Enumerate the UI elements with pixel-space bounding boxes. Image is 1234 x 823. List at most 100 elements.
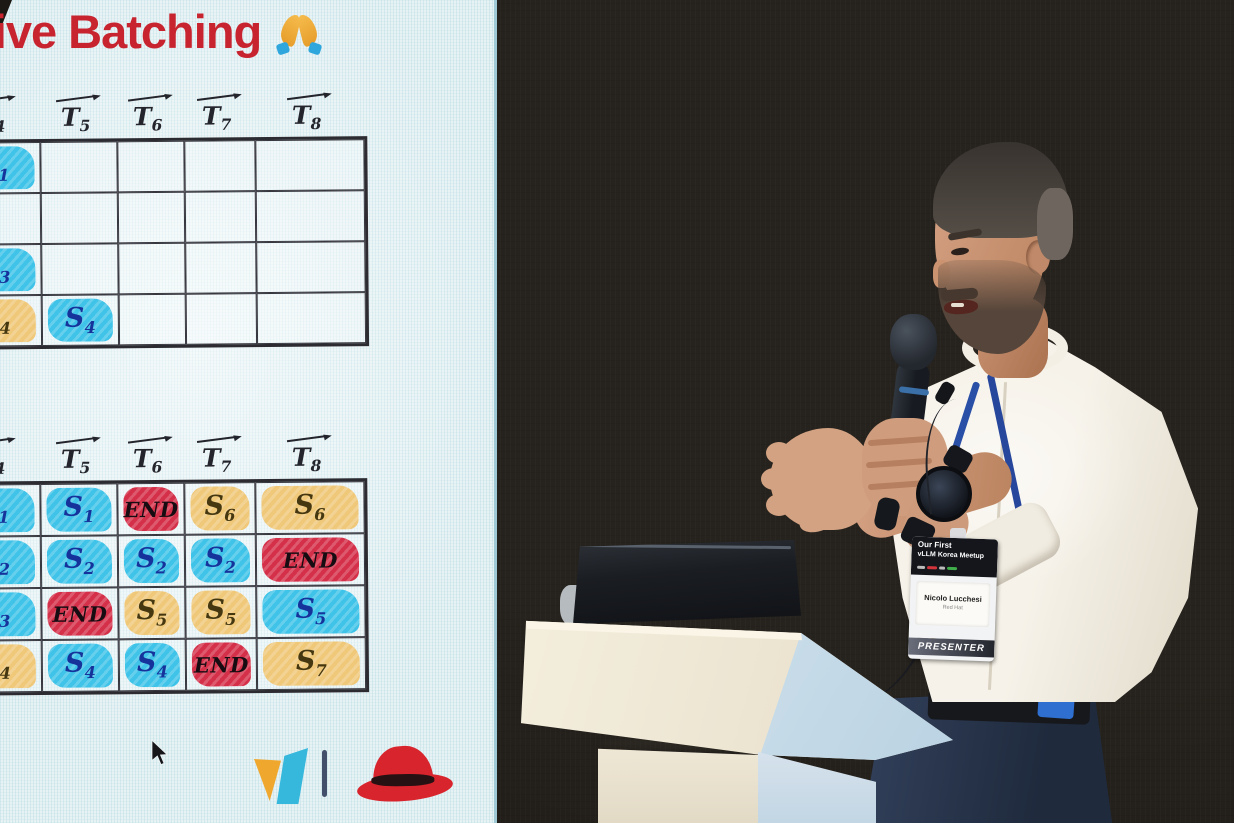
cell-label: S4 [136,647,168,682]
grid-cell [255,139,365,192]
column-header: T7 [181,435,252,476]
grid-cell: S5 [185,586,257,639]
grid-cell [40,192,119,245]
cell-label: S4 [64,647,96,683]
grid-cell: S2 [0,536,42,589]
grid-cell [118,293,187,346]
cell-label: S7 [295,645,327,681]
table-grid: S1 S1 END S6 S6 S2 S2 S2 S2 END S3 END S5 S5 S5 S4 S4 S4 E… [0,478,370,696]
open-hand [761,428,876,539]
grid-cell [256,292,367,345]
cell-label: S2 [0,559,10,580]
podium-base-front [598,748,758,823]
grid-cell: END [117,482,185,536]
cell-label: S6 [294,489,326,525]
grid-cell: S3 [0,588,42,641]
red-hat-fedora-logo [353,740,454,812]
grid-cell: S5 [256,585,366,639]
cell-label: S3 [0,267,11,287]
column-header: T4 [0,437,37,478]
grid-cell: S4 [41,294,120,347]
grid-cell: S1 [40,483,118,537]
column-header: T5 [37,436,114,477]
cell-label: S2 [204,542,236,578]
column-header: T5 [37,94,114,135]
cell-label: END [123,496,179,522]
badge-header: Our First vLLM Korea Meetup [910,536,999,578]
grid-cell: S1 [0,142,41,194]
column-header: T7 [181,93,252,134]
grid-cell [185,242,257,294]
projector-screen: ative Batching T4T5T6T7T8 S1S3S4S4 T4T5T… [0,0,497,823]
vllm-logo-cyan-shape [276,748,308,804]
presenter-badge: Our First vLLM Korea Meetup Nicolo Lucch… [907,536,999,662]
vllm-logo-orange-shape [254,759,281,801]
hair-fade [1037,188,1073,260]
table-header-row: T4T5T6T7T8 [0,92,367,140]
table-grid: S1 S3 S4 S4 [0,136,370,350]
grid-cell: S4 [118,638,187,692]
cell-label: S1 [0,507,10,528]
badge-name-box: Nicolo Lucchesi Red Hat [915,580,991,628]
grid-cell: END [41,587,119,641]
grid-cell: S2 [117,534,186,588]
grid-cell: S7 [256,637,367,691]
cell-label: S2 [63,543,95,579]
grid-cell: S4 [41,639,120,693]
column-header: T4 [0,95,37,136]
cursor-icon [151,740,169,766]
grid-cell: S1 [0,484,41,537]
iterative-batching-table: T4T5T6T7T8 S1 S1 END S6 S6 S2 S2 S2 S2 END S3 END S5… [0,434,370,696]
podium-base-side [758,752,876,823]
column-header: T6 [114,436,181,477]
cell-label: S5 [295,593,327,629]
grid-cell [184,140,256,192]
grid-cell: S2 [184,534,257,587]
grid-cell [256,241,366,294]
grid-cell [255,190,366,243]
cell-label: S1 [63,491,95,527]
cell-label: S4 [64,302,96,337]
grid-cell: S2 [40,535,119,589]
grid-cell [117,191,186,244]
grid-cell [185,293,258,345]
cell-label: S5 [205,594,237,630]
cell-label: S2 [135,543,167,578]
static-batching-table: T4T5T6T7T8 S1 S3 S4 S4 [0,92,370,350]
cell-label: END [52,600,108,627]
smartwatch [916,466,972,522]
cell-label: S6 [204,490,236,526]
cell-label: S4 [0,318,11,338]
grid-cell: S5 [118,586,186,640]
grid-cell: S3 [0,244,42,296]
hat-band [371,773,435,787]
column-header: T6 [114,94,181,135]
grid-cell [184,191,257,243]
cell-label: S4 [0,663,11,683]
grid-cell: END [255,533,366,587]
cell-label: S1 [0,165,10,185]
badge-name: Nicolo Lucchesi [924,592,982,605]
grid-cell: S4 [0,640,43,693]
praying-hands-emoji [275,12,323,56]
cell-label: S5 [136,595,168,630]
badge-org: Red Hat [942,604,963,612]
column-header: T8 [252,434,361,475]
grid-cell [117,140,185,193]
laptop [573,540,801,624]
badge-role-band: PRESENTER [908,637,995,658]
vllm-logo [254,748,308,804]
grid-cell [40,141,118,194]
teeth [951,303,964,307]
slide-title-text: ative Batching [0,5,262,58]
grid-cell [0,193,42,245]
logo-divider [322,750,327,797]
grid-cell [118,242,186,295]
slide-title: ative Batching [0,4,323,59]
cell-label: END [193,651,249,678]
grid-cell: S6 [184,482,256,535]
cell-label: S3 [0,611,11,632]
column-header: T8 [252,92,361,133]
microphone-head [890,314,937,370]
